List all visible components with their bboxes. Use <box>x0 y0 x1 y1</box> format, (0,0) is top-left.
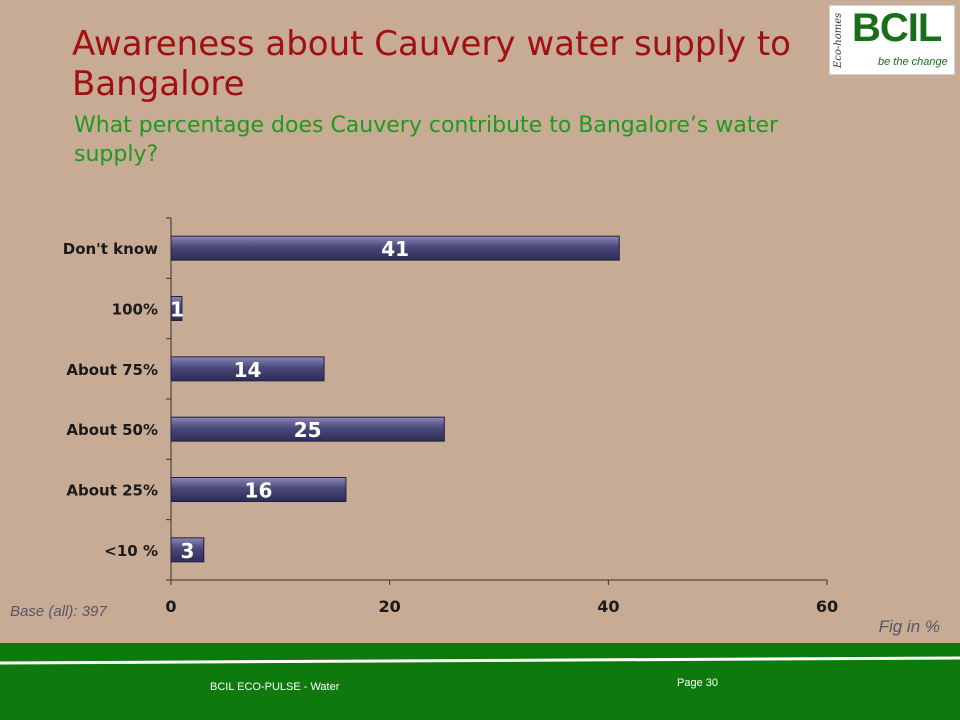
category-label: About 75% <box>66 361 158 379</box>
data-label: 1 <box>170 298 184 322</box>
unit-note: Fig in % <box>878 617 940 636</box>
slide-subtitle: What percentage does Cauvery contribute … <box>74 113 779 167</box>
category-label: About 25% <box>66 482 158 500</box>
bcil-logo: Eco-homes BCIL be the change <box>829 5 955 75</box>
slide-title: Awareness about Cauvery water supply to … <box>72 24 791 104</box>
data-label: 16 <box>245 479 273 503</box>
x-tick-label: 40 <box>597 597 619 616</box>
x-tick-label: 60 <box>816 597 838 616</box>
data-label: 41 <box>381 237 409 261</box>
category-label: Don't know <box>63 240 158 258</box>
data-label: 14 <box>234 358 262 382</box>
base-note: Base (all): 397 <box>10 603 107 620</box>
bar <box>170 296 183 321</box>
footer-bar: BCIL ECO-PULSE - Water Page 30 <box>0 643 960 720</box>
logo-mark: BCIL <box>852 6 942 50</box>
data-label: 25 <box>294 418 322 442</box>
footer-text: BCIL ECO-PULSE - Water <box>210 681 340 693</box>
x-tick-label: 20 <box>379 597 401 616</box>
logo-tagline: be the change <box>878 56 948 68</box>
bar <box>170 477 347 502</box>
data-label: 3 <box>180 539 194 563</box>
category-label: About 50% <box>66 421 158 439</box>
bar <box>170 356 325 382</box>
bar-chart: 0 20 40 60 Don't know 41 100% 1 About 75% 14 About… <box>63 217 838 616</box>
footer-divider <box>0 656 960 665</box>
page-number: Page 30 <box>677 677 718 689</box>
x-tick-label: 0 <box>165 597 176 616</box>
bar <box>170 416 445 442</box>
bar <box>170 537 205 563</box>
category-label: <10 % <box>104 542 158 560</box>
bar <box>170 235 620 261</box>
category-label: 100% <box>112 301 158 319</box>
